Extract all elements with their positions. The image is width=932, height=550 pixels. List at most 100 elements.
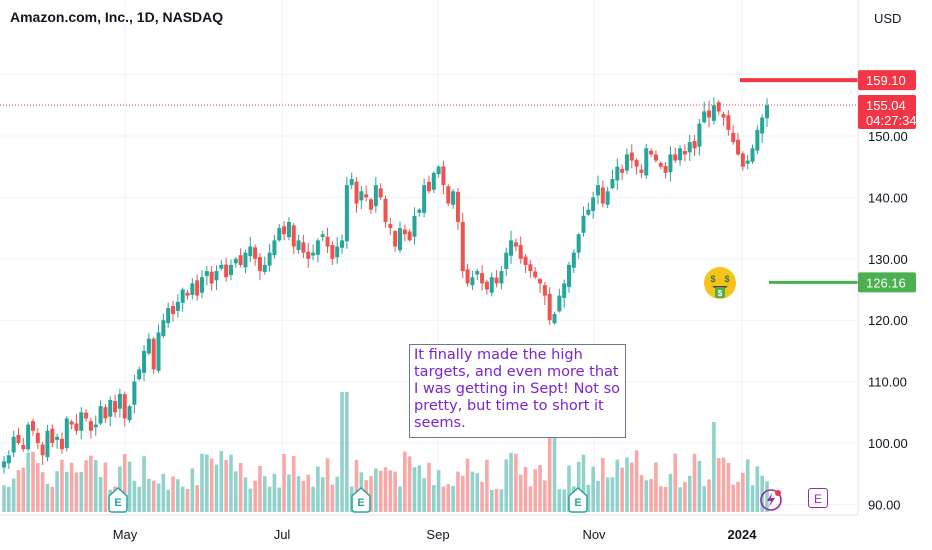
volume-bar (514, 453, 518, 512)
candle-body (224, 264, 229, 278)
candle-body (199, 277, 204, 293)
candle-body (306, 251, 311, 259)
countdown-label: 04:27:34 (866, 113, 917, 128)
candle-body (64, 418, 69, 449)
volume-bar (422, 478, 426, 512)
volume-bar (74, 472, 79, 512)
volume-bar (427, 462, 431, 512)
volume-bar (557, 489, 562, 512)
flash-icon[interactable] (760, 489, 782, 516)
candle-body (509, 240, 514, 256)
candle-body (257, 257, 262, 272)
candle-body (2, 461, 6, 468)
volume-bar (755, 466, 760, 512)
volume-bar (84, 460, 88, 512)
volume-bar (224, 459, 228, 512)
volume-bar (489, 489, 494, 512)
candle-body (161, 320, 166, 337)
money-mouth-face-icon[interactable]: $ $ $ (703, 266, 737, 300)
candle-body (253, 247, 258, 259)
earnings-upcoming-marker[interactable]: E (808, 488, 828, 508)
volume-bar (658, 486, 663, 512)
candle-body (330, 244, 335, 259)
candle-body (291, 225, 296, 247)
candle-body (629, 152, 634, 161)
candle-body (422, 185, 427, 213)
volume-bar (31, 451, 35, 512)
candle-body (354, 181, 359, 204)
volume-bar (258, 466, 262, 512)
price-tick-label: 150.00 (868, 129, 908, 144)
volume-bar (475, 473, 480, 512)
candle-body (663, 166, 668, 173)
volume-bar (330, 484, 335, 512)
volume-bar (533, 469, 538, 512)
volume-bar (663, 486, 668, 512)
candle-body (451, 191, 456, 205)
earnings-marker-label: E (114, 497, 121, 509)
annotation-note[interactable]: It finally made the high targets, and ev… (409, 344, 626, 438)
candle-body (407, 231, 412, 241)
candle-body (446, 186, 451, 204)
volume-bar (320, 477, 325, 512)
volume-bar (716, 458, 721, 512)
volume-bar (388, 470, 393, 512)
currency-selector[interactable]: USD (874, 11, 902, 26)
candle-body (214, 271, 219, 281)
candle-body (726, 115, 731, 130)
candle-body (117, 393, 122, 409)
candle-body (103, 407, 108, 419)
volume-bar (436, 470, 441, 512)
volume-bar (229, 454, 233, 512)
volume-bar (620, 467, 624, 512)
volume-bar (55, 471, 59, 512)
candle-body (364, 194, 369, 198)
volume-bar (601, 458, 605, 512)
volume-bar (374, 468, 378, 512)
candle-body (21, 444, 26, 450)
volume-bar (504, 459, 509, 512)
volume-bar (726, 462, 731, 512)
price-tick-label: 120.00 (868, 313, 908, 328)
candle-body (624, 154, 629, 171)
candle-body (93, 424, 98, 428)
candle-body (113, 401, 118, 413)
volume-bar (50, 486, 55, 512)
candle-body (426, 181, 431, 192)
earnings-marker-shape (351, 486, 371, 513)
volume-bar (127, 461, 132, 512)
volume-bar (214, 464, 219, 512)
volume-bar (36, 463, 40, 512)
volume-bar (581, 454, 586, 512)
candle-body (586, 209, 591, 215)
volume-bar (93, 460, 98, 512)
time-tick-label: May (113, 527, 138, 542)
candle-body (320, 234, 325, 237)
candle-body (373, 185, 378, 207)
candle-body (465, 269, 470, 284)
candle-body (687, 142, 692, 153)
price-tick-label: 140.00 (868, 190, 908, 205)
volume-bar (707, 479, 711, 512)
candle-body (736, 139, 741, 155)
volume-bar (296, 476, 301, 512)
candle-body (219, 264, 224, 269)
price-tick-label: 130.00 (868, 252, 908, 267)
candle-body (74, 423, 79, 431)
candle-body (195, 280, 200, 296)
candle-body (277, 228, 282, 241)
candle-body (658, 162, 663, 167)
candle-body (6, 455, 11, 464)
candle-body (605, 191, 610, 205)
volume-bar (456, 471, 460, 512)
volume-bar (64, 471, 69, 512)
volume-bar (765, 481, 769, 512)
volume-bar (407, 456, 412, 512)
time-axis: May Jul Sep Nov 2024 (113, 527, 758, 542)
candle-body (716, 102, 721, 112)
volume-bar (7, 486, 11, 512)
candle-body (538, 279, 543, 284)
candle-body (137, 369, 142, 380)
volume-bar (576, 461, 581, 512)
